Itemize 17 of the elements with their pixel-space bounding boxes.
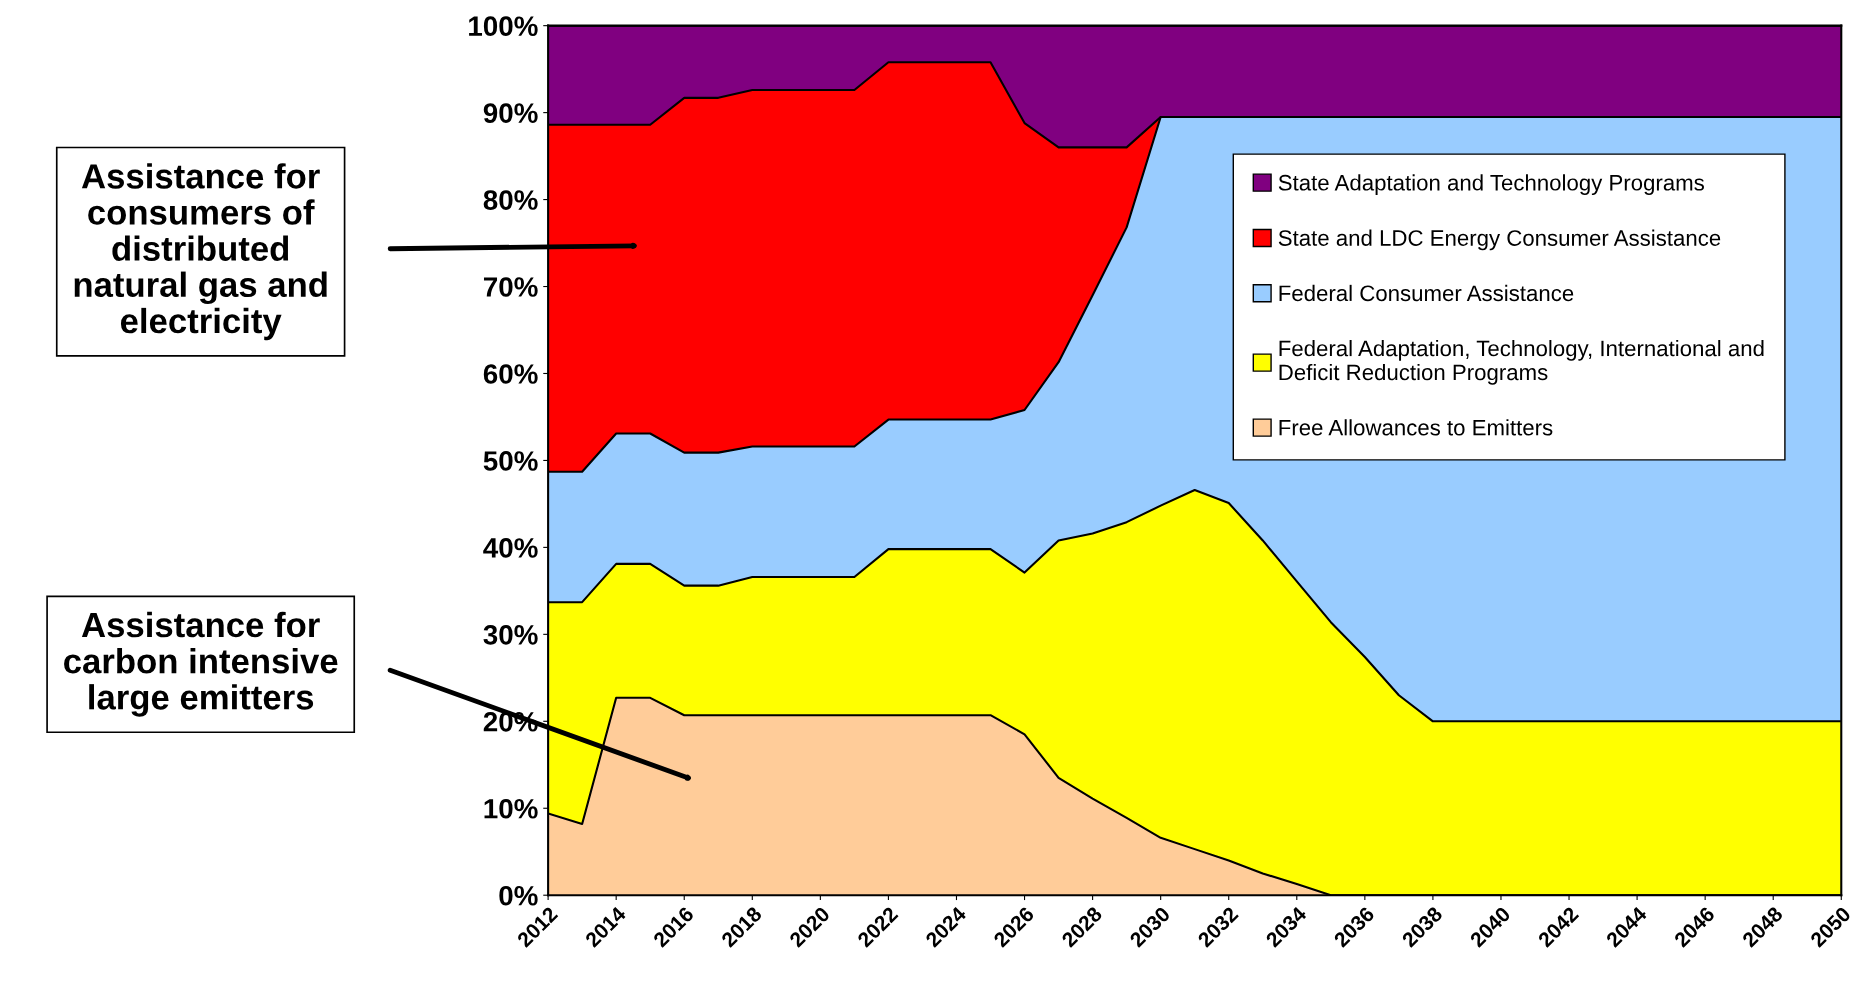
y-tick-label: 10% xyxy=(484,798,538,819)
legend-label: Federal Adaptation, Technology, International and Deficit Reduction Programs xyxy=(1279,340,1764,385)
legend-label: Free Allowances to Emitters xyxy=(1279,419,1553,436)
legend-label: State Adaptation and Technology Programs xyxy=(1278,174,1704,195)
y-tick-label: 60% xyxy=(483,364,538,384)
y-tick-label: 90% xyxy=(483,103,538,123)
text: Assistance for consumers of distributed natural gas and electricity xyxy=(74,163,327,341)
y-tick-label: 100% xyxy=(469,16,538,36)
y-tick-label: 50% xyxy=(483,451,538,471)
y-tick-label: 0% xyxy=(499,885,538,906)
text: Assistance for carbon intensive large emitters xyxy=(64,611,338,717)
y-tick-label: 40% xyxy=(483,538,538,558)
y-tick-label: 70% xyxy=(483,277,538,297)
y-tick-label: 80% xyxy=(483,190,538,210)
y-tick-label: 30% xyxy=(483,625,538,645)
legend-label: Federal Consumer Assistance xyxy=(1279,284,1574,302)
legend-label: State and LDC Energy Consumer Assistance xyxy=(1278,229,1721,251)
